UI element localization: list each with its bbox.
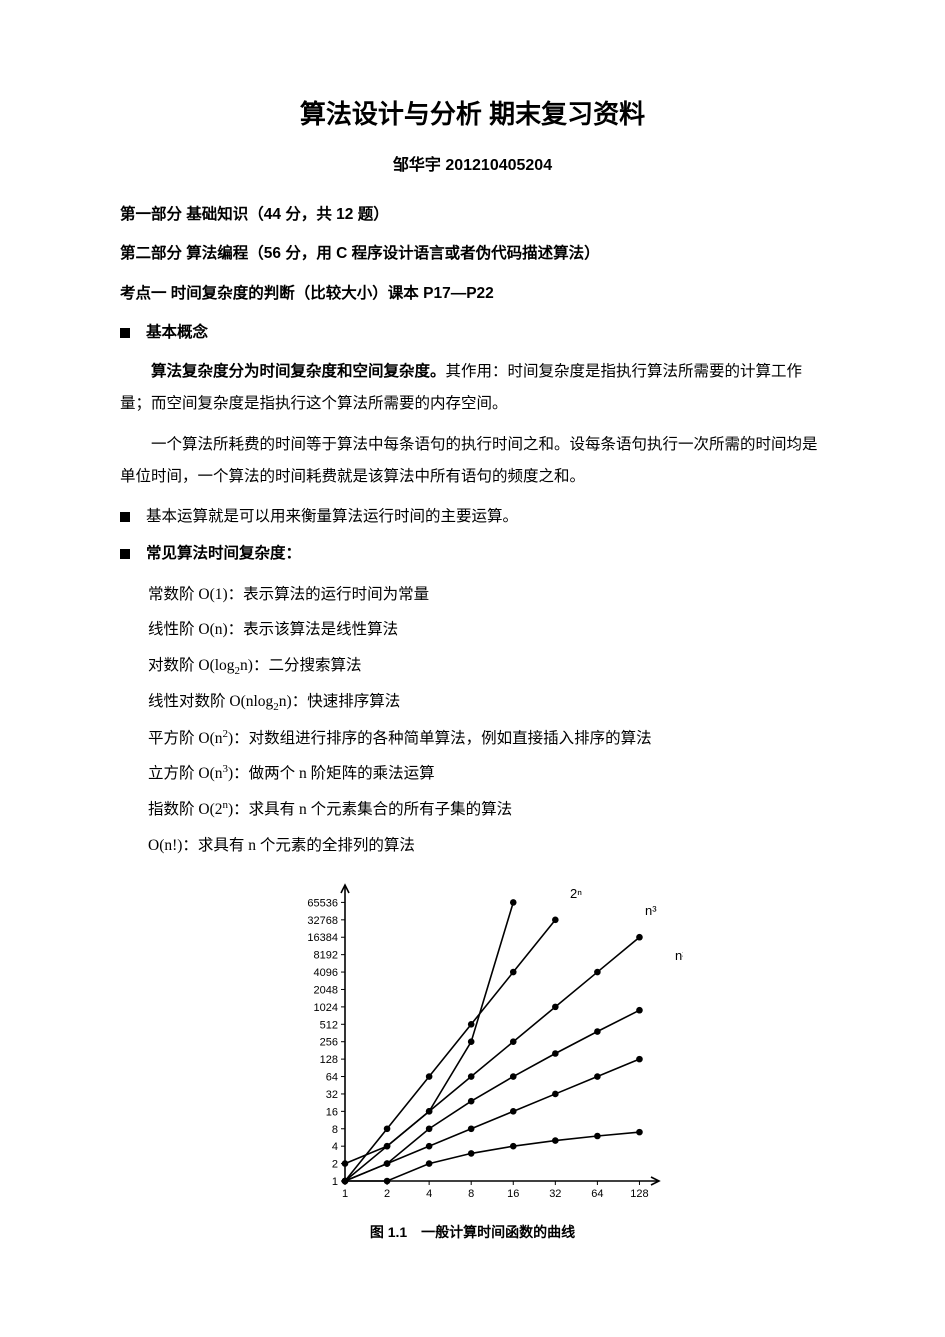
svg-text:1024: 1024 <box>313 1002 337 1014</box>
svg-text:4: 4 <box>331 1141 337 1153</box>
svg-text:256: 256 <box>319 1037 337 1049</box>
svg-text:1: 1 <box>331 1176 337 1188</box>
svg-text:8192: 8192 <box>313 950 337 962</box>
svg-text:16384: 16384 <box>307 932 338 944</box>
topic1-heading: 考点一 时间复杂度的判断（比较大小）课本 P17—P22 <box>120 279 825 308</box>
text: n)：快速排序算法 <box>279 693 400 710</box>
complexity-item-square: 平方阶 O(n2)：对数组进行排序的各种简单算法，例如直接插入排序的算法 <box>148 721 825 757</box>
paragraph-complexity-defs: 算法复杂度分为时间复杂度和空间复杂度。其作用：时间复杂度是指执行算法所需要的计算… <box>120 356 825 421</box>
svg-text:n³: n³ <box>645 903 657 918</box>
bullet-basic-concept: 基本概念 <box>120 318 825 347</box>
svg-text:1: 1 <box>341 1188 347 1200</box>
text: 指数阶 O(2 <box>148 801 222 818</box>
complexity-item-exp: 指数阶 O(2n)：求具有 n 个元素集合的所有子集的算法 <box>148 792 825 828</box>
square-bullet-icon <box>120 328 130 338</box>
text: 对数阶 O(log <box>148 657 235 674</box>
text: 线性对数阶 O(nlog <box>148 693 273 710</box>
svg-text:16: 16 <box>325 1107 337 1119</box>
part2-heading: 第二部分 算法编程（56 分，用 C 程序设计语言或者伪代码描述算法） <box>120 239 825 268</box>
svg-text:2ⁿ: 2ⁿ <box>570 886 582 901</box>
bullet-common-complexities: 常见算法时间复杂度： <box>120 539 825 568</box>
text: 立方阶 O(n <box>148 765 222 782</box>
svg-text:8: 8 <box>468 1188 474 1200</box>
complexity-item-const: 常数阶 O(1)：表示算法的运行时间为常量 <box>148 577 825 613</box>
svg-text:n²: n² <box>675 948 683 963</box>
svg-text:65536: 65536 <box>307 898 338 910</box>
part1-heading: 第一部分 基础知识（44 分，共 12 题） <box>120 200 825 229</box>
complexity-item-log: 对数阶 O(log2n)：二分搜索算法 <box>148 648 825 684</box>
svg-text:32: 32 <box>549 1188 561 1200</box>
svg-text:16: 16 <box>507 1188 519 1200</box>
svg-text:4096: 4096 <box>313 967 337 979</box>
svg-text:128: 128 <box>630 1188 648 1200</box>
complexity-item-factorial: O(n!)：求具有 n 个元素的全排列的算法 <box>148 828 825 864</box>
bullet-basic-op: 基本运算就是可以用来衡量算法运行时间的主要运算。 <box>120 502 825 531</box>
bullet-label: 基本运算就是可以用来衡量算法运行时间的主要运算。 <box>146 502 518 531</box>
svg-text:2: 2 <box>384 1188 390 1200</box>
complexity-item-cube: 立方阶 O(n3)：做两个 n 阶矩阵的乘法运算 <box>148 756 825 792</box>
svg-text:512: 512 <box>319 1020 337 1032</box>
svg-text:64: 64 <box>325 1072 337 1084</box>
svg-text:2: 2 <box>331 1159 337 1171</box>
author-line: 邹华宇 201210405204 <box>120 151 825 181</box>
text: )：求具有 n 个元素集合的所有子集的算法 <box>228 801 512 818</box>
svg-text:64: 64 <box>591 1188 603 1200</box>
bold-text: 算法复杂度分为时间复杂度和空间复杂度。 <box>151 363 446 380</box>
complexity-chart: 1248163264128256512102420484096819216384… <box>263 875 683 1246</box>
page-title: 算法设计与分析 期末复习资料 <box>120 90 825 139</box>
svg-text:128: 128 <box>319 1054 337 1066</box>
text: )：做两个 n 阶矩阵的乘法运算 <box>228 765 435 782</box>
svg-text:8: 8 <box>331 1124 337 1136</box>
complexity-item-linear: 线性阶 O(n)：表示该算法是线性算法 <box>148 612 825 648</box>
text: n)：二分搜索算法 <box>240 657 361 674</box>
chart-svg: 1248163264128256512102420484096819216384… <box>263 875 683 1215</box>
text: 平方阶 O(n <box>148 730 222 747</box>
svg-text:32: 32 <box>325 1089 337 1101</box>
chart-caption: 图 1.1 一般计算时间函数的曲线 <box>263 1219 683 1246</box>
complexity-item-nlogn: 线性对数阶 O(nlog2n)：快速排序算法 <box>148 684 825 720</box>
text: )：对数组进行排序的各种简单算法，例如直接插入排序的算法 <box>228 730 652 747</box>
bullet-label: 基本概念 <box>146 318 208 347</box>
bullet-label: 常见算法时间复杂度： <box>146 539 301 568</box>
square-bullet-icon <box>120 512 130 522</box>
svg-text:4: 4 <box>426 1188 432 1200</box>
paragraph-time-sum: 一个算法所耗费的时间等于算法中每条语句的执行时间之和。设每条语句执行一次所需的时… <box>120 429 825 494</box>
square-bullet-icon <box>120 549 130 559</box>
svg-text:2048: 2048 <box>313 985 337 997</box>
svg-text:32768: 32768 <box>307 915 338 927</box>
